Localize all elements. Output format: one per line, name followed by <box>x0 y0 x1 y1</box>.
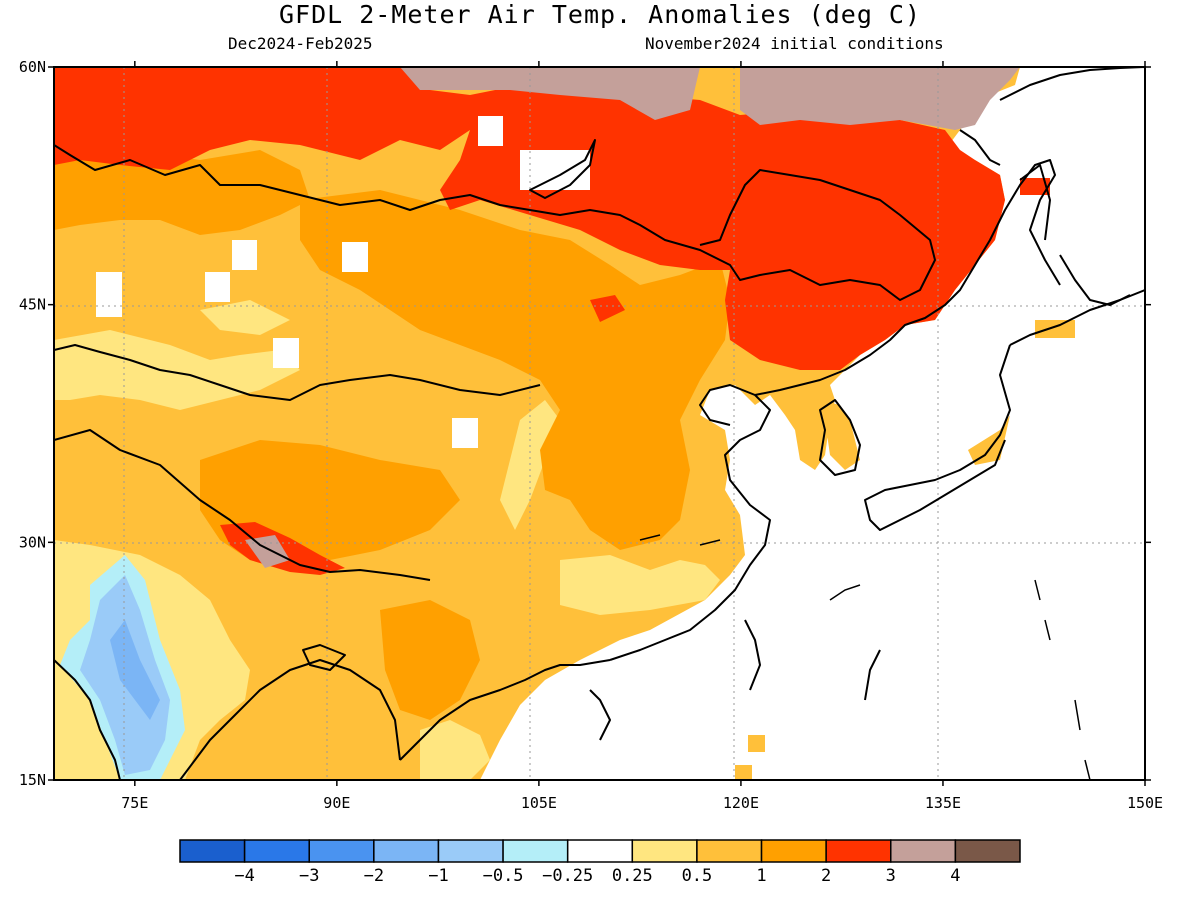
lon-label: 90E <box>323 794 350 812</box>
taiwan-anomaly <box>748 735 765 752</box>
colorbar-labels: −4 −3 −2 −1 −0.5 −0.25 0.25 0.5 1 2 3 4 <box>234 866 960 886</box>
colorbar-swatch <box>954 839 1021 863</box>
colorbar-swatch <box>631 839 698 863</box>
colorbar-swatch <box>696 839 763 863</box>
colorbar-swatch <box>308 839 375 863</box>
colorbar-label: 3 <box>886 866 896 886</box>
lat-label: 45N <box>19 296 46 314</box>
korea-anomaly <box>820 400 860 470</box>
forecast-period: Dec2024-Feb2025 <box>228 34 373 53</box>
colorbar-label: 0.5 <box>682 866 713 886</box>
axis-ticks <box>48 61 1151 786</box>
colorbar <box>179 839 1021 863</box>
lon-label: 135E <box>925 794 961 812</box>
colorbar-label: −3 <box>299 866 319 886</box>
colorbar-swatch <box>890 839 957 863</box>
colorbar-label: −4 <box>234 866 254 886</box>
anomaly-band-2 <box>54 150 310 235</box>
lon-label: 75E <box>121 794 148 812</box>
lon-label: 120E <box>723 794 759 812</box>
colorbar-label: −0.25 <box>542 866 593 886</box>
anomaly-band-05 <box>420 720 490 780</box>
anomaly-band-3 <box>590 295 625 322</box>
grid-lines <box>54 67 1145 780</box>
colorbar-swatch <box>566 839 634 863</box>
colorbar-label: 0.25 <box>612 866 653 886</box>
map-title: GFDL 2-Meter Air Temp. Anomalies (deg C) <box>278 0 922 29</box>
lake-small-1 <box>342 242 368 272</box>
colorbar-swatch <box>502 839 569 863</box>
lake-balkhash <box>232 240 257 270</box>
colorbar-swatch <box>179 839 246 863</box>
anomaly-band-05 <box>560 555 720 615</box>
anomaly-band-2 <box>300 190 730 550</box>
colorbar-label: −2 <box>364 866 384 886</box>
colorbar-label: 1 <box>756 866 766 886</box>
anomaly-band-4 <box>245 535 290 568</box>
longitude-labels: 75E 90E 105E 120E 135E 150E <box>121 794 1163 812</box>
anomaly-band-3 <box>54 67 470 170</box>
initial-conditions: November2024 initial conditions <box>645 34 944 53</box>
lake-small-2 <box>273 338 299 368</box>
lat-label: 15N <box>19 771 46 789</box>
anomaly-band-05 <box>200 300 290 335</box>
anomaly-band-4 <box>400 67 700 120</box>
lake-aral <box>96 272 122 317</box>
colorbar-swatch <box>760 839 827 863</box>
cool-anomaly-band <box>110 620 160 720</box>
anomaly-band-4 <box>740 67 1020 130</box>
anomaly-band-2 <box>380 600 480 720</box>
colorbar-swatch <box>437 839 504 863</box>
anomaly-band-05 <box>54 330 300 410</box>
colorbar-swatch <box>825 839 892 863</box>
lake-baikal <box>520 150 590 190</box>
map-frame <box>53 66 1146 781</box>
lat-label: 30N <box>19 533 46 551</box>
colorbar-label: −1 <box>428 866 448 886</box>
hokkaido-anomaly <box>1035 320 1075 338</box>
coastlines <box>54 67 1145 780</box>
colorbar-swatch <box>243 839 310 863</box>
colorbar-label: 2 <box>821 866 831 886</box>
lake-small-3 <box>478 116 503 146</box>
lon-label: 105E <box>521 794 557 812</box>
luzon-anomaly <box>735 765 752 780</box>
lat-label: 60N <box>19 58 46 76</box>
colorbar-label: 4 <box>950 866 960 886</box>
latitude-labels: 60N 45N 30N 15N <box>19 58 46 789</box>
colorbar-label: −0.5 <box>483 866 524 886</box>
lake-qinghai <box>452 418 478 448</box>
islands <box>639 534 1091 780</box>
map-area <box>54 67 1145 780</box>
colorbar-swatch <box>373 839 440 863</box>
lake-issyk <box>205 272 230 302</box>
lon-label: 150E <box>1127 794 1163 812</box>
anomaly-band-3 <box>1020 178 1050 195</box>
